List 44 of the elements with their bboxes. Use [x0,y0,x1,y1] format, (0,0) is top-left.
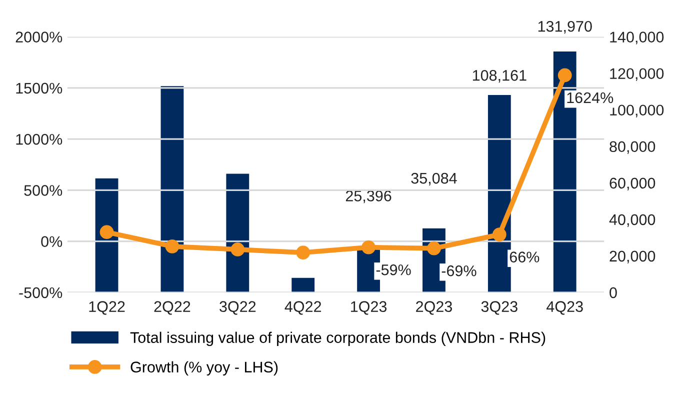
bar [160,86,184,292]
y2-tick-label: 40,000 [609,214,656,227]
data-label: -59% [376,264,411,276]
x-tick-label: 3Q23 [481,301,518,315]
y2-tick-label: 120,000 [610,68,664,81]
point [230,242,245,256]
y2-tick-label: 0 [610,287,617,298]
y2-tick-label: 60,000 [610,178,656,190]
y2-tick-label: 80,000 [610,141,656,154]
y-tick-label: 500% [24,185,62,196]
x-tick-label: 3Q22 [220,301,256,315]
point [296,246,310,260]
data-label: 131,970 [538,20,592,34]
x-tick-label: 1Q22 [89,301,125,315]
x-tick-label: 2Q23 [416,301,452,315]
y-tick-label: 0% [41,236,62,247]
x-tick-label: 4Q22 [284,301,322,315]
bar [226,174,250,292]
y2-tick-label: 100,000 [610,104,664,118]
x-tick-label: 2Q22 [154,301,190,315]
data-label: 35,084 [411,172,457,186]
y-tick-label: -500% [19,287,62,298]
bar [95,178,118,292]
data-label: -69% [442,265,476,276]
legend-label: Growth (% yoy - LHS) [130,361,278,376]
y2-tick-label: 20,000 [610,250,656,264]
point [362,240,376,254]
point [558,68,572,82]
point [165,239,180,254]
y-tick-label: 1000% [16,134,62,145]
legend-label: Total issuing value of private corporate bonds (VNDbn - RHS) [130,332,546,346]
point [492,228,506,242]
bar [292,278,315,292]
point [427,241,441,256]
x-tick-label: 4Q23 [546,301,583,315]
point [100,225,114,240]
data-label: 1624% [567,92,614,104]
y2-tick-label: 140,000 [610,32,664,44]
data-label: 108,161 [472,70,526,83]
data-label: 66% [510,252,540,262]
bar [488,94,511,292]
y-tick-label: 1500% [16,82,62,94]
y-tick-label: 2000% [16,32,62,42]
x-tick-label: 1Q23 [351,301,387,315]
